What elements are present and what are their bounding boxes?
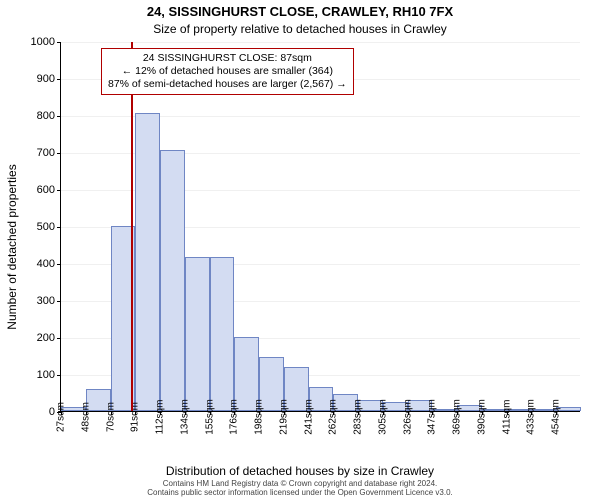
x-tick-label: 241sqm bbox=[303, 399, 314, 435]
x-tick-label: 454sqm bbox=[551, 399, 562, 435]
x-tick-label: 48sqm bbox=[80, 402, 91, 432]
y-tick-label: 600 bbox=[37, 184, 55, 196]
x-tick-label: 390sqm bbox=[476, 399, 487, 435]
y-axis-label-wrap: Number of detached properties bbox=[2, 0, 20, 500]
x-tick-label: 305sqm bbox=[377, 399, 388, 435]
x-tick-label: 27sqm bbox=[56, 402, 67, 432]
marker-line bbox=[131, 42, 133, 411]
y-tick bbox=[57, 227, 61, 228]
x-tick-label: 176sqm bbox=[229, 399, 240, 435]
y-tick-label: 400 bbox=[37, 258, 55, 270]
y-tick bbox=[57, 42, 61, 43]
x-tick-label: 347sqm bbox=[427, 399, 438, 435]
x-tick-label: 283sqm bbox=[353, 399, 364, 435]
y-tick-label: 700 bbox=[37, 147, 55, 159]
footer-line2: Contains public sector information licen… bbox=[0, 489, 600, 498]
x-tick-label: 112sqm bbox=[155, 400, 166, 435]
x-tick-label: 219sqm bbox=[278, 399, 289, 435]
y-tick bbox=[57, 338, 61, 339]
x-tick-label: 134sqm bbox=[179, 399, 190, 435]
y-tick bbox=[57, 79, 61, 80]
y-tick-label: 1000 bbox=[31, 36, 55, 48]
y-tick bbox=[57, 190, 61, 191]
histogram-bar bbox=[135, 113, 160, 411]
histogram-bar bbox=[210, 257, 235, 411]
y-tick-label: 300 bbox=[37, 295, 55, 307]
x-tick-label: 155sqm bbox=[204, 399, 215, 435]
callout-box: 24 SISSINGHURST CLOSE: 87sqm← 12% of det… bbox=[101, 48, 354, 95]
x-tick-label: 411sqm bbox=[501, 400, 512, 435]
x-tick-label: 262sqm bbox=[328, 399, 339, 435]
x-tick-label: 326sqm bbox=[402, 399, 413, 435]
callout-line2: ← 12% of detached houses are smaller (36… bbox=[108, 65, 347, 78]
x-tick-label: 198sqm bbox=[254, 399, 265, 435]
y-axis-label: Number of detached properties bbox=[5, 117, 19, 377]
x-axis-label: Distribution of detached houses by size … bbox=[0, 464, 600, 478]
y-tick-label: 0 bbox=[49, 406, 55, 418]
plot-area: 0100200300400500600700800900100027sqm48s… bbox=[60, 42, 580, 412]
y-tick-label: 100 bbox=[37, 369, 55, 381]
y-tick-label: 900 bbox=[37, 73, 55, 85]
callout-line3: 87% of semi-detached houses are larger (… bbox=[108, 78, 347, 91]
y-tick bbox=[57, 301, 61, 302]
y-tick-label: 500 bbox=[37, 221, 55, 233]
chart-title-main: 24, SISSINGHURST CLOSE, CRAWLEY, RH10 7F… bbox=[0, 4, 600, 19]
x-tick-label: 433sqm bbox=[526, 399, 537, 435]
chart-title-sub: Size of property relative to detached ho… bbox=[0, 22, 600, 36]
gridline bbox=[61, 42, 580, 43]
y-tick bbox=[57, 375, 61, 376]
histogram-bar bbox=[160, 150, 185, 411]
histogram-bar bbox=[185, 257, 210, 411]
chart-container: 24, SISSINGHURST CLOSE, CRAWLEY, RH10 7F… bbox=[0, 0, 600, 500]
x-tick-label: 70sqm bbox=[105, 402, 116, 432]
y-tick-label: 200 bbox=[37, 332, 55, 344]
footer-attribution: Contains HM Land Registry data © Crown c… bbox=[0, 480, 600, 498]
y-tick-label: 800 bbox=[37, 110, 55, 122]
x-tick-label: 369sqm bbox=[452, 399, 463, 435]
callout-line1: 24 SISSINGHURST CLOSE: 87sqm bbox=[108, 52, 347, 65]
y-tick bbox=[57, 264, 61, 265]
y-tick bbox=[57, 116, 61, 117]
y-tick bbox=[57, 153, 61, 154]
